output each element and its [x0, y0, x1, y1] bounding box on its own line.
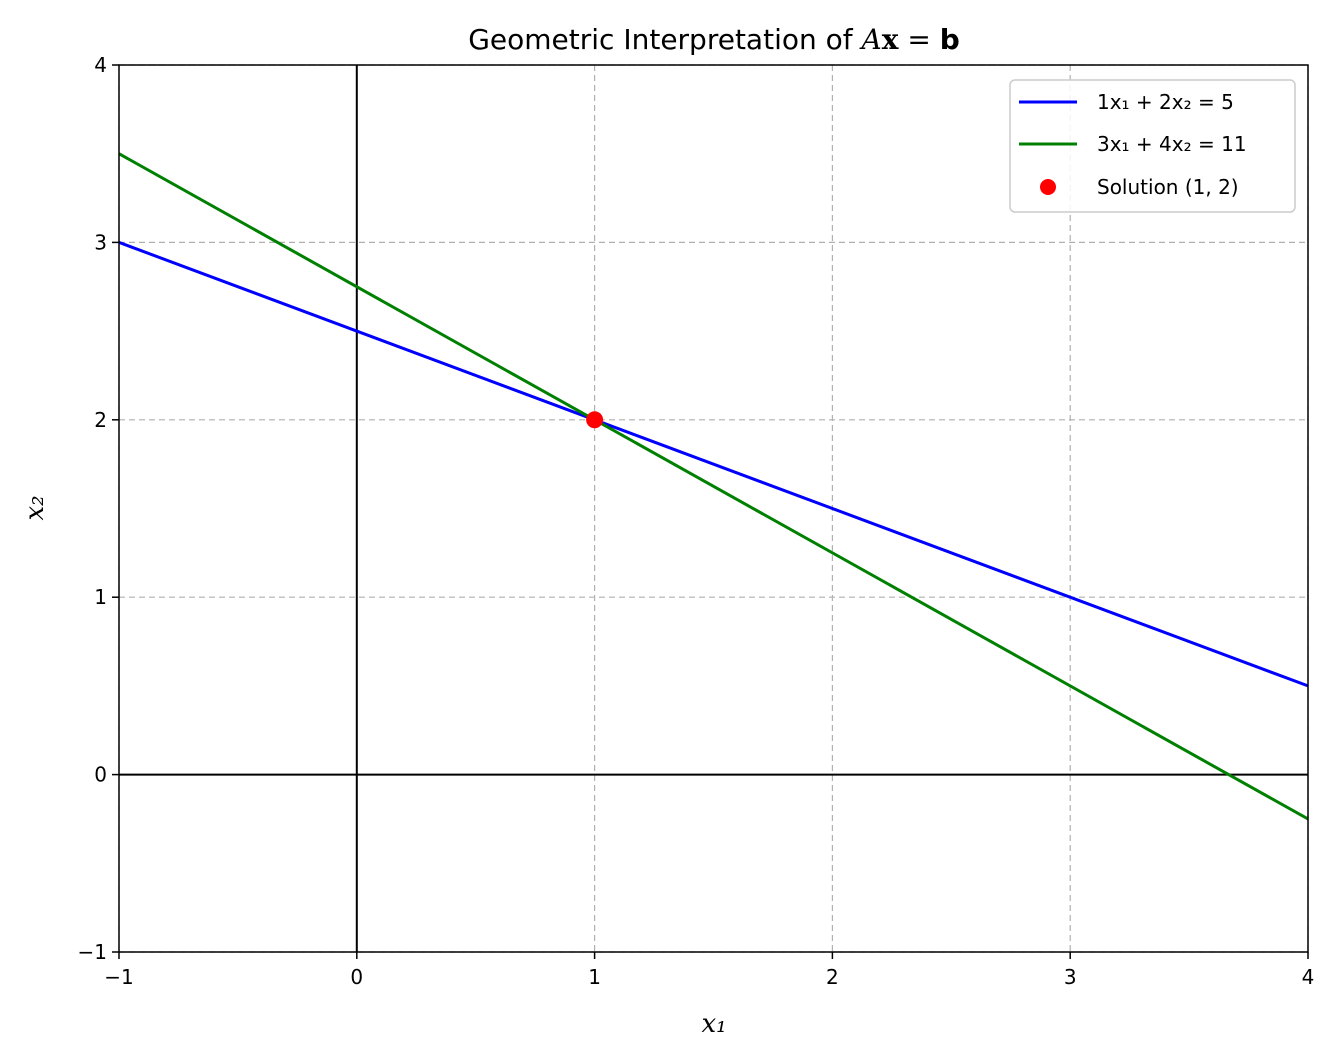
- legend-entry-blue-line: 1x₁ + 2x₂ = 5: [1097, 90, 1234, 114]
- series-lines: [118, 152, 1309, 821]
- legend: 1x₁ + 2x₂ = 5 3x₁ + 4x₂ = 11 Solution (1…: [1009, 79, 1296, 213]
- y-tick-label: −1: [78, 940, 107, 964]
- x-tick-label: 1: [588, 965, 601, 989]
- legend-swatch-solution: [1040, 179, 1056, 195]
- chart-title-prefix: Geometric Interpretation of: [468, 23, 861, 56]
- solution-points: [586, 411, 604, 429]
- chart-title-x: x: [882, 23, 899, 56]
- chart-title-eq: =: [898, 23, 939, 56]
- legend-entry-green-line: 3x₁ + 4x₂ = 11: [1097, 132, 1247, 156]
- legend-box: [1009, 79, 1296, 213]
- x-tick-label: 4: [1302, 965, 1315, 989]
- y-axis-label: x₂: [20, 495, 50, 520]
- chart-title-b: b: [940, 23, 960, 56]
- x-tick-label: 0: [350, 965, 363, 989]
- series-line-1: [118, 152, 1309, 821]
- chart-title: Geometric Interpretation of Ax = b: [468, 23, 960, 56]
- y-tick-label: 4: [94, 53, 107, 77]
- solution-point: [586, 411, 604, 429]
- reference-lines: [119, 65, 1308, 952]
- y-tick-label: 0: [94, 763, 107, 787]
- y-ticks: −1 0 1 2 3 4: [78, 53, 119, 964]
- plot-frame: [118, 64, 1309, 953]
- legend-entry-solution: Solution (1, 2): [1097, 175, 1239, 199]
- x-tick-label: 2: [826, 965, 839, 989]
- x-axis-label: x₁: [701, 1009, 726, 1039]
- chart-title-a: A: [859, 23, 882, 56]
- y-tick-label: 2: [94, 408, 107, 432]
- y-tick-label: 3: [94, 230, 107, 254]
- x-tick-label: −1: [104, 965, 133, 989]
- x-ticks: −1 0 1 2 3 4: [104, 952, 1314, 989]
- x-tick-label: 3: [1064, 965, 1077, 989]
- y-tick-label: 1: [94, 585, 107, 609]
- series-line-0: [118, 240, 1309, 688]
